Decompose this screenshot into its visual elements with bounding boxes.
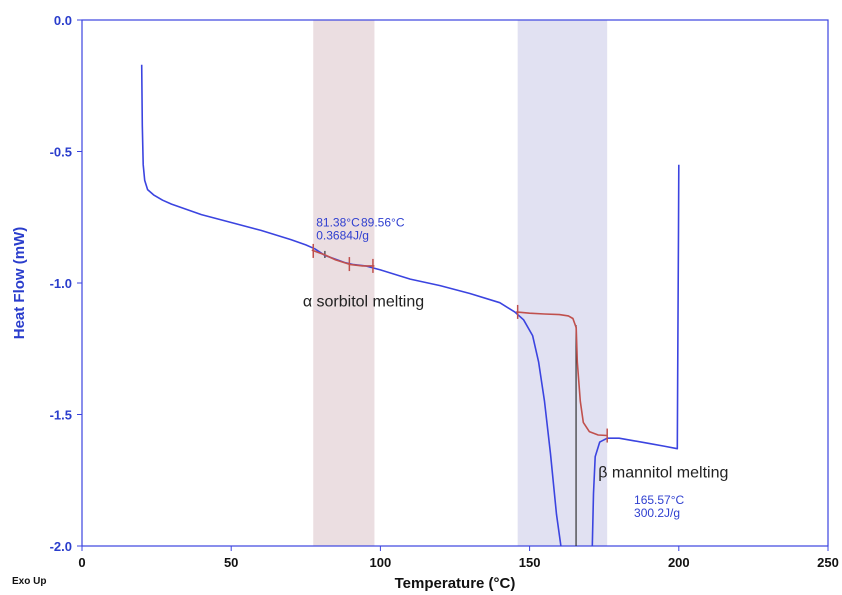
x-tick-label: 250 bbox=[817, 555, 839, 570]
y-tick-label: -1.5 bbox=[50, 408, 72, 423]
series-line-3 bbox=[311, 249, 375, 267]
y-tick-label: -1.0 bbox=[50, 276, 72, 291]
series-line-2 bbox=[591, 164, 680, 547]
x-axis-title: Temperature (°C) bbox=[395, 575, 516, 592]
x-tick-label: 100 bbox=[370, 555, 392, 570]
y-tick-label: 0.0 bbox=[54, 13, 72, 28]
sorbitol-region-band bbox=[313, 20, 375, 546]
mannitol-enthalpy-annotation: 300.2J/g bbox=[634, 506, 680, 520]
x-tick-label: 50 bbox=[224, 555, 238, 570]
mannitol-region-band bbox=[517, 20, 608, 546]
exo-up-label: Exo Up bbox=[12, 576, 46, 587]
x-tick-label: 200 bbox=[668, 555, 690, 570]
sorbitol-enthalpy-annotation: 0.3684J/g bbox=[316, 229, 369, 243]
series-line-4 bbox=[516, 311, 608, 437]
sorbitol-onset-temp-annotation: 81.38°C bbox=[316, 215, 360, 229]
x-tick-label: 0 bbox=[78, 555, 85, 570]
sorbitol-peak-temp-annotation: 89.56°C bbox=[361, 215, 405, 229]
y-tick-label: -0.5 bbox=[50, 145, 72, 160]
x-tick-label: 150 bbox=[519, 555, 541, 570]
sorbitol-event-annotation: α sorbitol melting bbox=[303, 294, 424, 311]
y-tick-label: -2.0 bbox=[50, 539, 72, 554]
y-axis-title: Heat Flow (mW) bbox=[11, 227, 28, 340]
mannitol-peak-temp-annotation: 165.57°C bbox=[634, 493, 685, 507]
mannitol-event-annotation: β mannitol melting bbox=[598, 465, 728, 482]
